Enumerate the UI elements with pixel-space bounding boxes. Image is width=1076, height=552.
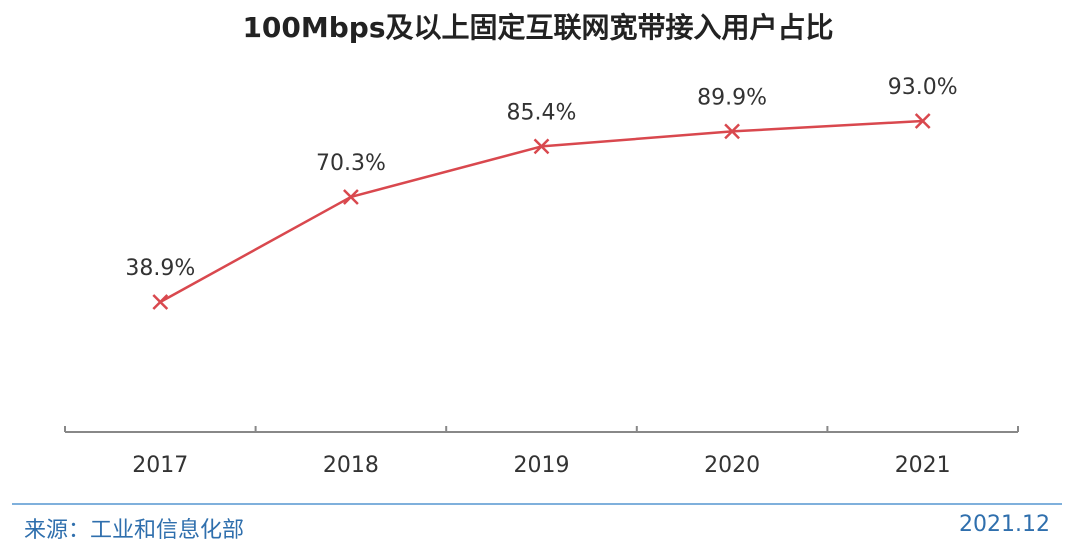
date-text: 2021.12: [959, 512, 1050, 537]
data-point-marker: [152, 294, 169, 310]
data-label: 93.0%: [888, 75, 958, 100]
x-axis: [64, 426, 1019, 433]
data-label: 38.9%: [125, 256, 195, 281]
source-text: 来源：工业和信息化部: [24, 518, 245, 543]
data-point-marker: [533, 138, 550, 155]
x-tick-label: 2020: [704, 453, 760, 478]
data-labels: 38.9% 70.3% 85.4% 89.9% 93.0%: [125, 75, 957, 281]
x-tick-label: 2019: [514, 453, 570, 478]
x-tick-label: 2021: [895, 453, 951, 478]
x-tick-label: 2018: [323, 453, 379, 478]
footer-divider: [12, 503, 1062, 505]
chart-title: 100Mbps及以上固定互联网宽带接入用户占比: [242, 11, 834, 44]
data-point-marker: [724, 123, 740, 140]
x-tick-label: 2017: [132, 453, 188, 478]
data-markers: [152, 113, 931, 310]
data-point-marker: [914, 113, 931, 129]
data-label: 70.3%: [316, 151, 386, 176]
data-label: 89.9%: [697, 85, 767, 110]
x-tick-labels: 2017 2018 2019 2020 2021: [132, 453, 950, 478]
data-label: 85.4%: [507, 100, 577, 125]
data-point-marker: [343, 189, 359, 205]
